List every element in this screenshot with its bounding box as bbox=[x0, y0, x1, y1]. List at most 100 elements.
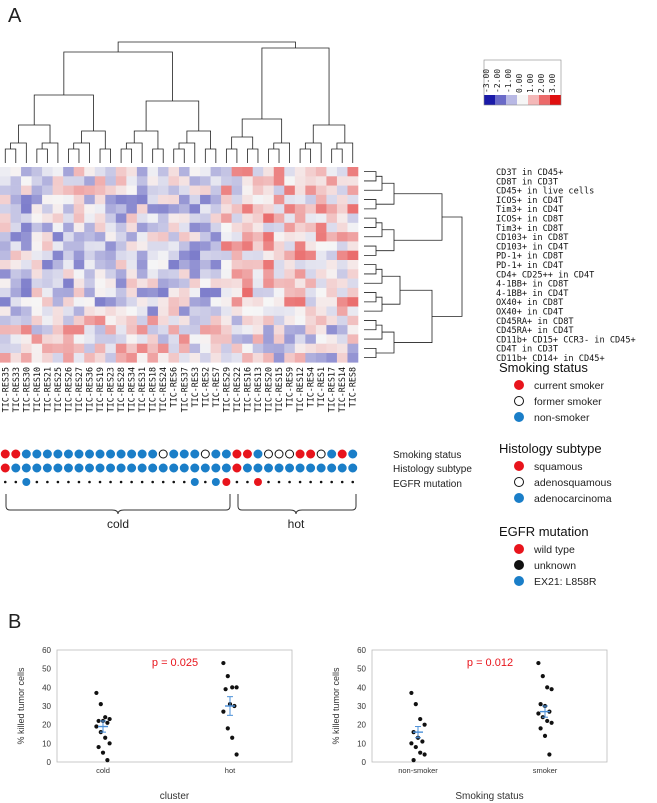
data-point bbox=[230, 685, 235, 690]
heatmap-cell bbox=[252, 297, 264, 307]
heatmap-cell bbox=[179, 213, 190, 224]
heatmap-cell bbox=[10, 353, 22, 363]
heatmap-cell bbox=[273, 306, 285, 317]
histology-dot bbox=[179, 463, 189, 473]
heatmap-cell bbox=[221, 325, 232, 335]
histology-dot bbox=[221, 463, 231, 473]
heatmap-cell bbox=[0, 167, 11, 177]
heatmap-cell bbox=[94, 194, 106, 205]
sample-label: TIC-RES10 bbox=[32, 367, 42, 412]
heatmap-cell bbox=[336, 297, 348, 307]
marker-label: PD-1+ in CD4T bbox=[496, 261, 563, 271]
heatmap-cell bbox=[21, 315, 32, 326]
scale-tick: -3.00 bbox=[482, 69, 491, 93]
heatmap-cell bbox=[179, 269, 190, 279]
smoking-dot bbox=[242, 449, 252, 459]
heatmap-cell bbox=[42, 287, 53, 298]
heatmap-cell bbox=[52, 176, 64, 186]
heatmap-cell bbox=[210, 315, 222, 326]
data-point bbox=[234, 752, 239, 757]
heatmap-cell bbox=[73, 232, 85, 242]
heatmap-cell bbox=[0, 334, 11, 344]
heatmap-cell bbox=[115, 260, 127, 270]
heatmap-cell bbox=[263, 260, 275, 270]
heatmap-cell bbox=[326, 167, 338, 177]
dendrogram-branch bbox=[4, 148, 17, 163]
egfr-dot bbox=[22, 478, 31, 486]
smoking-dot bbox=[264, 449, 273, 459]
heatmap-cell bbox=[94, 204, 106, 214]
heatmap-cell bbox=[52, 278, 64, 289]
heatmap-cell bbox=[136, 343, 148, 354]
heatmap-cell bbox=[210, 287, 222, 298]
heatmap-cell bbox=[73, 315, 85, 326]
heatmap-cell bbox=[136, 334, 148, 344]
egfr-dot bbox=[253, 478, 262, 486]
heatmap-cell bbox=[252, 278, 264, 289]
heatmap-cell bbox=[84, 278, 96, 289]
heatmap-cell bbox=[305, 204, 317, 214]
heatmap-cell bbox=[263, 287, 275, 298]
sample-label: TIC-RES13 bbox=[253, 367, 263, 412]
heatmap-cell bbox=[315, 176, 327, 186]
heatmap-cell bbox=[52, 315, 64, 326]
marker-label: PD-1+ in CD8T bbox=[496, 252, 563, 262]
y-tick-label: 50 bbox=[357, 665, 366, 674]
dendrogram-branch bbox=[73, 142, 90, 163]
heatmap-cell bbox=[52, 204, 64, 214]
heatmap-cell bbox=[168, 306, 180, 317]
heatmap-cell bbox=[326, 194, 338, 205]
heatmap-cell bbox=[242, 213, 254, 224]
heatmap-cell bbox=[105, 306, 117, 317]
scale-tick: -2.00 bbox=[493, 69, 502, 93]
heatmap-cell bbox=[84, 297, 96, 307]
heatmap-cell bbox=[115, 241, 127, 251]
heatmap-cell bbox=[21, 278, 32, 289]
data-point bbox=[230, 735, 235, 740]
heatmap-cell bbox=[31, 232, 43, 242]
legend-marker bbox=[514, 493, 524, 503]
heatmap-cell bbox=[21, 353, 32, 363]
heatmap-cell bbox=[126, 306, 138, 317]
heatmap-cell bbox=[347, 325, 359, 335]
heatmap-cell bbox=[326, 334, 338, 344]
heatmap-cell bbox=[94, 222, 106, 233]
sample-label: TIC-RES25 bbox=[53, 367, 63, 412]
heatmap-cell bbox=[105, 250, 117, 261]
smoking-dot bbox=[74, 449, 84, 459]
legend-label: current smoker bbox=[534, 380, 605, 392]
scale-tick: 3.00 bbox=[548, 74, 557, 93]
heatmap-cell bbox=[315, 250, 327, 261]
heatmap-cell bbox=[210, 353, 222, 363]
y-tick-label: 0 bbox=[47, 758, 52, 767]
heatmap-cell bbox=[157, 213, 169, 224]
smoking-dot bbox=[327, 449, 337, 459]
p-value: p = 0.025 bbox=[152, 657, 198, 669]
heatmap-cell bbox=[305, 194, 317, 205]
legend-title: EGFR mutation bbox=[499, 524, 589, 539]
data-point bbox=[538, 702, 543, 707]
heatmap-cell bbox=[126, 343, 138, 354]
heatmap-cell bbox=[242, 167, 254, 177]
heatmap-cell bbox=[73, 325, 85, 335]
dendrogram-branch bbox=[152, 148, 164, 163]
heatmap-cell bbox=[200, 167, 211, 177]
heatmap-cell bbox=[200, 278, 211, 289]
heatmap-cell bbox=[73, 241, 85, 251]
heatmap-cell bbox=[105, 222, 117, 233]
heatmap-cell bbox=[157, 167, 169, 177]
egfr-dot bbox=[298, 480, 302, 484]
smoking-dot bbox=[348, 449, 358, 459]
smoking-dot bbox=[63, 449, 73, 459]
heatmap-cell bbox=[52, 167, 64, 177]
heatmap-cell bbox=[273, 334, 285, 344]
heatmap-cell bbox=[273, 250, 285, 261]
heatmap-cell bbox=[126, 204, 138, 214]
heatmap-cell bbox=[242, 278, 254, 289]
heatmap-cell bbox=[115, 232, 127, 242]
heatmap-cell bbox=[263, 297, 275, 307]
heatmap-cell bbox=[210, 176, 222, 186]
heatmap-cell bbox=[31, 269, 43, 279]
heatmap-cell bbox=[315, 287, 327, 298]
heatmap-cell bbox=[179, 278, 190, 289]
